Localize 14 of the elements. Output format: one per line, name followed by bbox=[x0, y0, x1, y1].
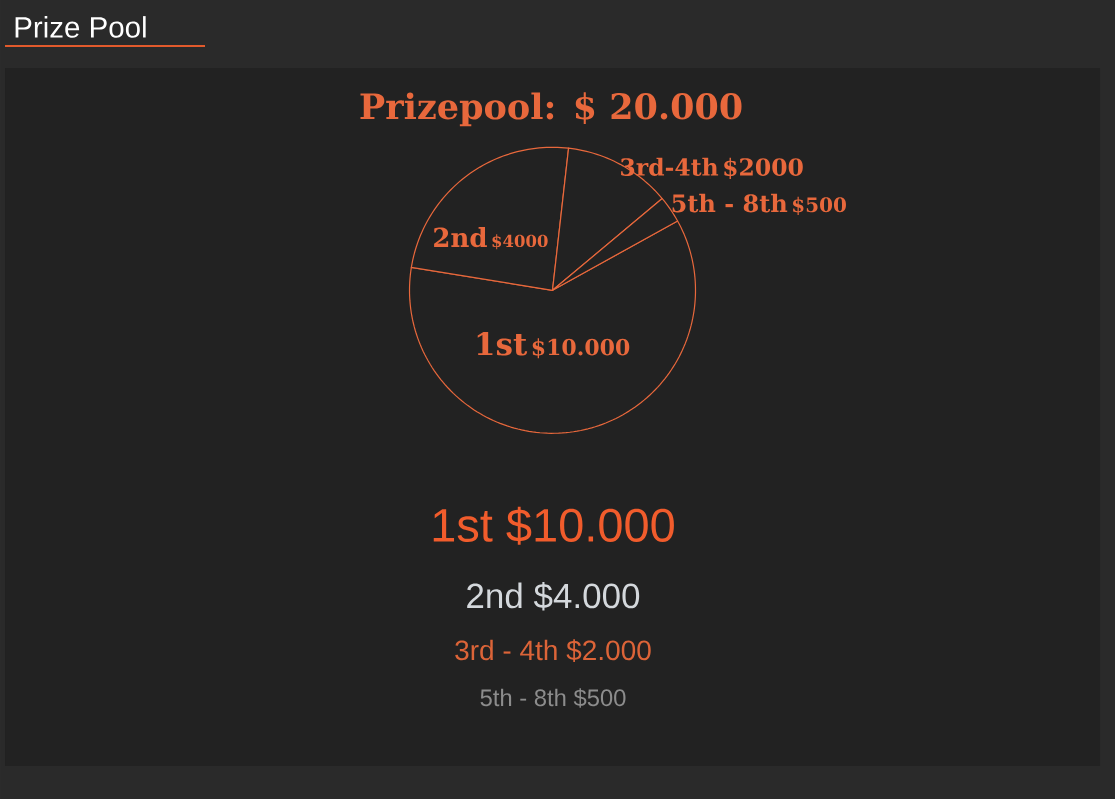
data-label: $4000 bbox=[492, 234, 548, 250]
slice-label: 1st bbox=[477, 332, 528, 356]
slice-label: 3rd-4th bbox=[621, 157, 719, 176]
data-label: $500 bbox=[793, 196, 846, 215]
data-label: $2000 bbox=[724, 157, 803, 180]
slice-label: 2nd bbox=[434, 227, 487, 248]
text: 1st $10.000 bbox=[433, 506, 674, 545]
slice-label: 5th - 8th bbox=[672, 193, 788, 213]
data-label: $10.000 bbox=[532, 338, 630, 359]
text: 5th - 8th $500 bbox=[480, 688, 626, 708]
chart-subtitle: Prizepool: $ 20.000 bbox=[360, 92, 742, 127]
text: 2nd $4.000 bbox=[467, 582, 640, 611]
text: Prize Pool bbox=[15, 16, 146, 38]
text: 3rd - 4th $2.000 bbox=[455, 639, 651, 662]
